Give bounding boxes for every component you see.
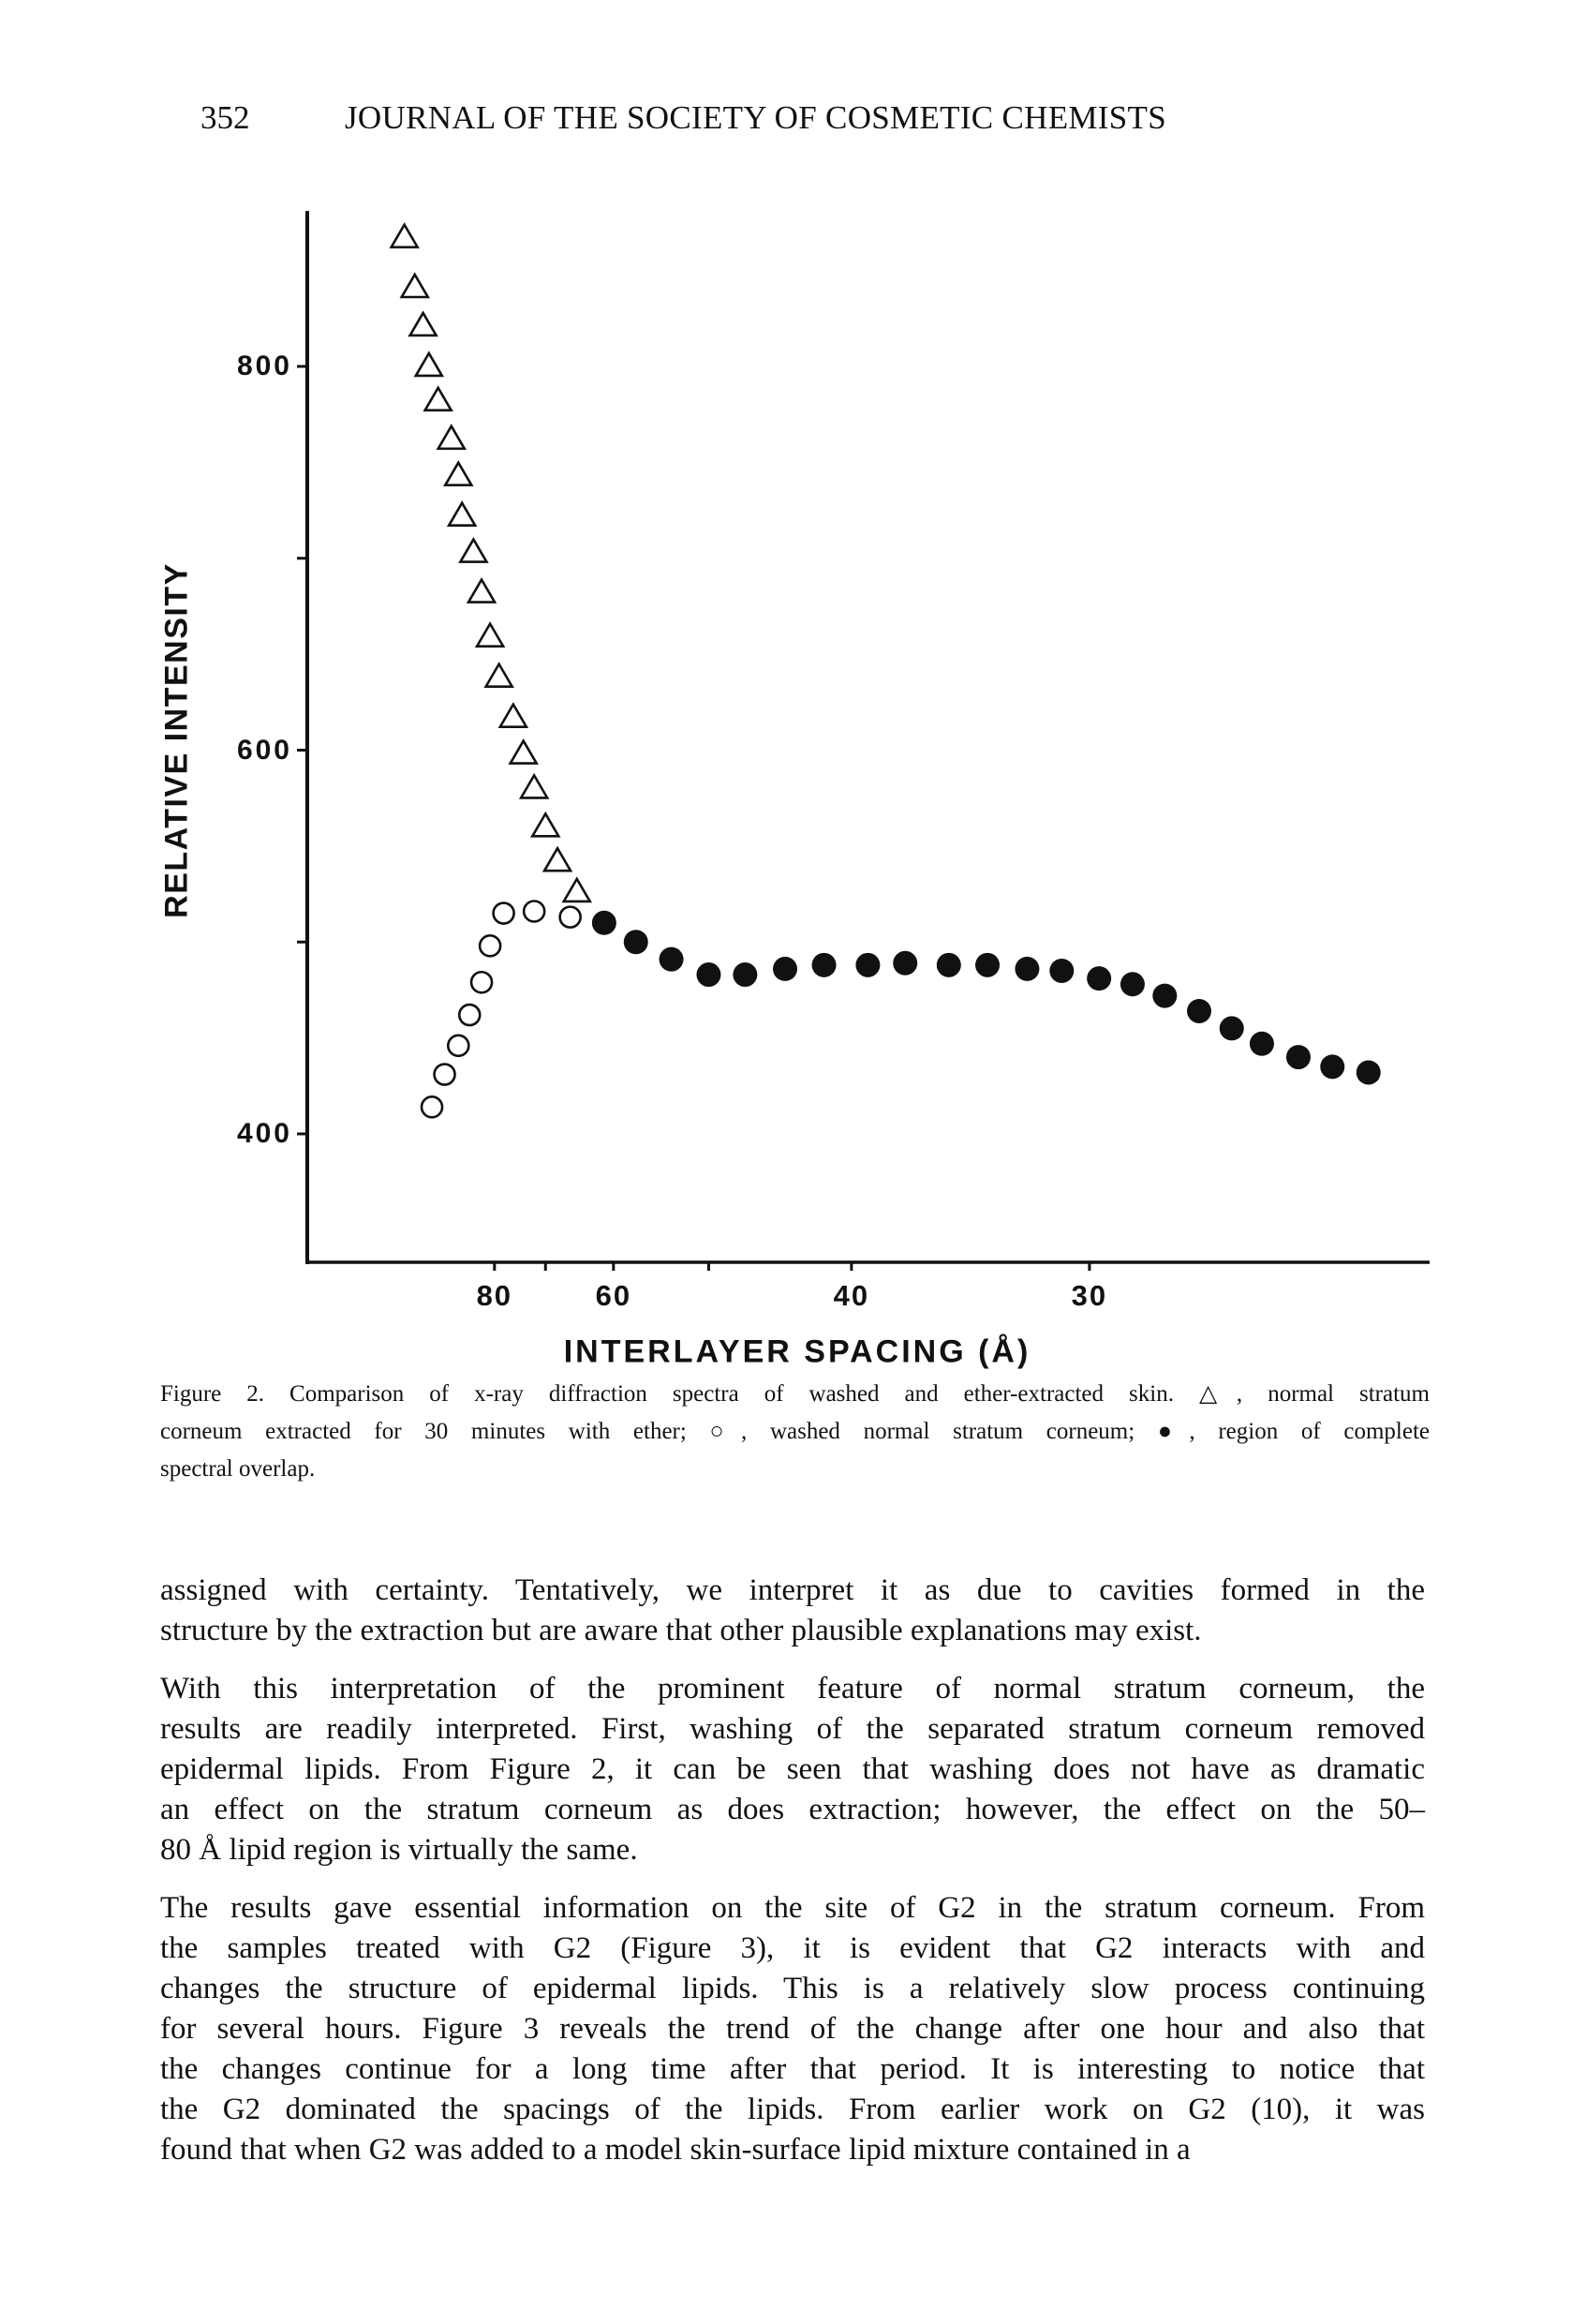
figure-2-chart	[297, 211, 1430, 1271]
filled-circle-marker	[773, 956, 798, 981]
text-line: an effect on the stratum corneum as does…	[160, 1793, 1425, 1826]
filled-circle-marker	[1320, 1054, 1345, 1080]
text-line: structure by the extraction but are awar…	[160, 1614, 1202, 1647]
filled-circle-marker	[1049, 958, 1075, 983]
y-tick-label: 800	[236, 350, 292, 381]
y-tick-label: 400	[236, 1118, 292, 1149]
open-circle-marker	[558, 905, 582, 929]
triangle-marker	[474, 621, 506, 648]
caption-line: spectral overlap.	[160, 1456, 316, 1482]
paragraph: The results gave essential information o…	[160, 1888, 1425, 2170]
triangle-marker	[561, 876, 593, 903]
filled-circle-marker	[1152, 983, 1178, 1008]
paragraph: assigned with certainty. Tentatively, we…	[160, 1571, 1425, 1651]
x-axis-label: INTERLAYER SPACING (Å)	[563, 1333, 1031, 1370]
x-tick-label: 80	[476, 1279, 513, 1312]
filled-circle-marker	[1120, 972, 1145, 997]
filled-circle-marker	[893, 950, 918, 976]
triangle-marker	[483, 662, 514, 688]
triangle-marker	[446, 500, 478, 527]
filled-circle-marker	[855, 952, 881, 977]
triangle-marker	[466, 576, 497, 603]
filled-circle-marker	[1219, 1016, 1244, 1041]
triangle-marker	[399, 272, 430, 299]
running-head: JOURNAL OF THE SOCIETY OF COSMETIC CHEMI…	[345, 99, 1166, 136]
filled-circle-marker	[623, 930, 648, 955]
triangle-marker	[458, 536, 489, 563]
filled-circle-marker	[1187, 998, 1212, 1023]
y-tick-label: 600	[236, 734, 292, 766]
triangle-marker	[541, 845, 573, 872]
page-number: 352	[200, 99, 250, 136]
triangle-marker	[408, 310, 438, 337]
text-line: found that when G2 was added to a model …	[160, 2133, 1191, 2167]
caption-line: corneum extracted for 30 minutes with et…	[160, 1419, 1430, 1444]
text-line: for several hours. Figure 3 reveals the …	[160, 2012, 1425, 2046]
text-line: changes the structure of epidermal lipid…	[160, 1972, 1425, 2005]
triangle-marker	[529, 811, 561, 838]
open-circle-marker	[433, 1063, 456, 1086]
filled-circle-marker	[1285, 1045, 1311, 1070]
body-text: assigned with certainty. Tentatively, we…	[160, 1571, 1425, 2188]
text-line: the samples treated with G2 (Figure 3), …	[160, 1931, 1425, 1965]
caption-line: Figure 2. Comparison of x-ray diffractio…	[160, 1381, 1430, 1407]
open-circle-marker	[457, 1003, 482, 1027]
text-line: With this interpretation of the prominen…	[160, 1672, 1425, 1706]
x-tick-label: 40	[833, 1279, 870, 1312]
filled-circle-marker	[811, 952, 837, 977]
triangle-marker	[518, 772, 550, 799]
triangle-marker	[508, 737, 539, 765]
open-circle-marker	[522, 900, 546, 923]
filled-circle-marker	[1356, 1060, 1381, 1085]
paragraph: With this interpretation of the prominen…	[160, 1669, 1425, 1870]
filled-circle-marker	[1249, 1031, 1274, 1056]
triangle-marker	[389, 222, 420, 249]
triangle-marker	[436, 424, 467, 451]
filled-circle-marker	[936, 952, 961, 977]
text-line: assigned with certainty. Tentatively, we…	[160, 1573, 1425, 1607]
triangle-marker	[413, 350, 445, 378]
text-line: 80 Å lipid region is virtually the same.	[160, 1833, 638, 1867]
text-line: the G2 dominated the spacings of the lip…	[160, 2093, 1425, 2126]
filled-circle-marker	[659, 946, 684, 972]
triangle-marker	[443, 460, 474, 486]
open-circle-marker	[492, 901, 515, 925]
x-tick-label: 60	[595, 1279, 632, 1312]
text-line: The results gave essential information o…	[160, 1891, 1425, 1925]
triangle-marker	[423, 385, 453, 412]
filled-circle-marker	[591, 910, 616, 935]
filled-circle-marker	[1015, 956, 1040, 981]
open-circle-marker	[446, 1034, 470, 1058]
filled-circle-marker	[1087, 966, 1112, 991]
text-line: results are readily interpreted. First, …	[160, 1712, 1425, 1746]
filled-circle-marker	[975, 952, 1001, 977]
open-circle-marker	[420, 1095, 444, 1119]
text-line: the changes continue for a long time aft…	[160, 2052, 1425, 2086]
x-tick-label: 30	[1071, 1279, 1108, 1312]
y-axis-label: RELATIVE INTENSITY	[158, 562, 195, 918]
open-circle-marker	[469, 970, 494, 994]
filled-circle-marker	[696, 962, 721, 988]
filled-circle-marker	[733, 962, 758, 988]
figure-caption: Figure 2. Comparison of x-ray diffractio…	[160, 1376, 1430, 1488]
text-line: epidermal lipids. From Figure 2, it can …	[160, 1752, 1425, 1786]
triangle-marker	[497, 702, 529, 728]
open-circle-marker	[478, 934, 502, 958]
